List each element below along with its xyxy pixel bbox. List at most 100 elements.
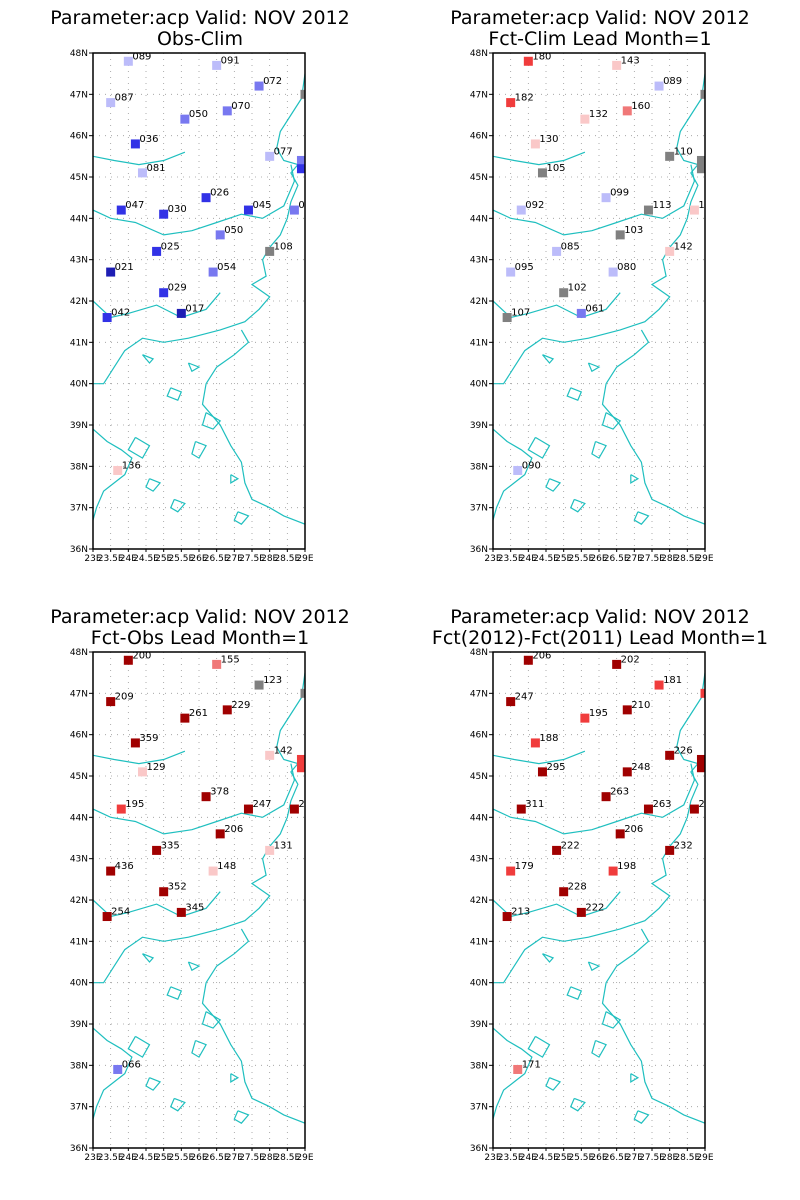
coastline: [601, 412, 622, 430]
station-marker: [176, 907, 186, 917]
station-marker: [530, 738, 540, 748]
station-marker: [102, 313, 112, 323]
station-marker: [506, 98, 516, 108]
lon-tick-label: 24.5E: [133, 1153, 159, 1163]
station-label: 213: [511, 907, 530, 918]
station-marker: [608, 866, 618, 876]
station-marker: [137, 168, 147, 178]
lon-tick-label: 27.5E: [239, 1153, 265, 1163]
station-label: 110: [674, 146, 693, 157]
lat-tick-label: 36N: [70, 545, 88, 555]
station-marker: [159, 288, 169, 298]
station-label: 066: [122, 1059, 141, 1070]
station-marker: [576, 907, 586, 917]
station-label: 295: [546, 762, 565, 773]
station-marker: [254, 680, 264, 690]
station-label: 080: [617, 262, 636, 273]
station-label: 179: [515, 861, 534, 872]
station-label: 138: [305, 758, 324, 769]
station-marker: [159, 887, 169, 897]
station-label: 182: [515, 93, 534, 104]
station-label: 200: [132, 650, 151, 661]
station-label: 209: [115, 692, 134, 703]
coastline: [93, 672, 305, 984]
station-marker: [576, 308, 586, 318]
lon-tick-label: 25E: [155, 554, 172, 564]
coastline: [127, 1035, 151, 1058]
lon-tick-label: 27E: [626, 1153, 643, 1163]
lon-tick-label: 23.5E: [498, 1153, 524, 1163]
lat-tick-label: 46N: [70, 132, 88, 142]
coastline: [591, 1039, 607, 1058]
station-label: 226: [674, 745, 693, 756]
coastline: [587, 961, 601, 972]
station-marker: [665, 151, 675, 161]
lon-tick-label: 24.5E: [533, 554, 559, 564]
station-label: 206: [624, 824, 643, 835]
lon-tick-label: 27E: [226, 554, 243, 564]
lon-tick-label: 27.5E: [639, 1153, 665, 1163]
station-label: 047: [125, 200, 144, 211]
station-label: 247: [515, 692, 534, 703]
station-marker: [201, 792, 211, 802]
station-label: 148: [217, 861, 236, 872]
station-label: 059: [305, 150, 324, 161]
lon-tick-label: 23E: [484, 1153, 501, 1163]
station-label: 089: [663, 76, 682, 87]
lon-tick-label: 24E: [520, 554, 537, 564]
station-label: 054: [217, 262, 236, 273]
station-label: 131: [274, 840, 293, 851]
lon-tick-label: 25E: [555, 554, 572, 564]
coastline: [93, 73, 305, 385]
lon-tick-label: 24.5E: [133, 554, 159, 564]
station-label: 139: [698, 200, 717, 211]
station-marker: [696, 763, 705, 773]
lon-tick-label: 25.5E: [568, 1153, 594, 1163]
station-marker: [152, 246, 162, 256]
station-label: 017: [185, 303, 204, 314]
lat-tick-label: 38N: [470, 1061, 488, 1071]
coastline: [93, 428, 133, 521]
station-marker: [265, 750, 275, 760]
station-marker: [559, 288, 569, 298]
lat-tick-label: 46N: [70, 731, 88, 741]
station-marker: [615, 230, 625, 240]
lon-tick-label: 26.5E: [604, 554, 630, 564]
station-label: 030: [168, 204, 187, 215]
coastline: [127, 436, 151, 459]
station-label: 244: [298, 799, 317, 810]
lat-tick-label: 47N: [470, 689, 488, 699]
station-marker: [665, 845, 675, 855]
lon-tick-label: 23.5E: [98, 554, 124, 564]
lat-tick-label: 39N: [70, 1020, 88, 1030]
lon-tick-label: 23E: [84, 1153, 101, 1163]
station-label: 228: [568, 882, 587, 893]
lon-tick-label: 29E: [296, 554, 313, 564]
station-marker: [537, 767, 547, 777]
coastline: [187, 961, 201, 972]
station-marker: [123, 56, 133, 66]
station-label: 180: [532, 51, 551, 62]
station-label: 021: [115, 262, 134, 273]
lat-tick-label: 40N: [470, 380, 488, 390]
station-label: 251: [698, 799, 717, 810]
coastline: [566, 387, 583, 401]
station-label: 210: [631, 700, 650, 711]
lon-tick-label: 26E: [590, 554, 607, 564]
station-marker: [176, 308, 186, 318]
station-label: 045: [252, 200, 271, 211]
station-marker: [506, 866, 516, 876]
coastline: [93, 151, 186, 166]
station-label: 248: [631, 762, 650, 773]
station-marker: [106, 866, 116, 876]
station-marker: [102, 912, 112, 922]
coastline: [142, 354, 155, 364]
station-marker: [208, 267, 218, 277]
lat-tick-label: 37N: [470, 1103, 488, 1113]
station-label: 036: [139, 134, 158, 145]
station-marker: [516, 205, 526, 215]
station-marker: [296, 164, 305, 174]
coastline: [493, 750, 586, 765]
